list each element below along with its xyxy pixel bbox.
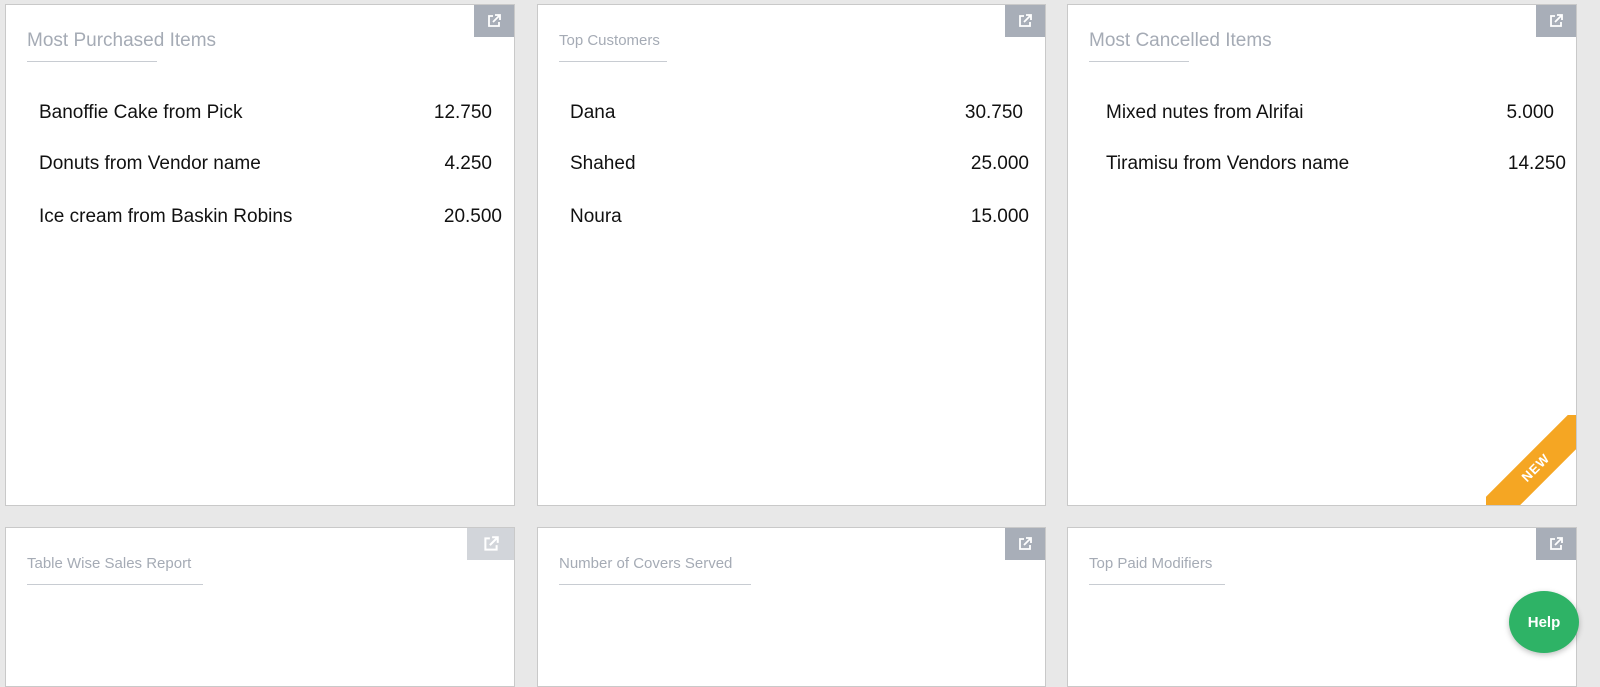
expand-button[interactable] [1536, 5, 1576, 37]
most-cancelled-items-card: Most Cancelled Items Mixed nutes from Al… [1067, 4, 1577, 506]
external-link-icon [1019, 14, 1032, 27]
card-title: Table Wise Sales Report [27, 555, 192, 572]
list-item: Shahed [570, 153, 636, 174]
external-link-icon [1550, 537, 1563, 550]
expand-button[interactable] [1005, 528, 1045, 560]
list-item-value: 14.250 [1507, 153, 1566, 174]
list-item-value: 5.000 [1506, 102, 1554, 123]
list-item-value: 12.750 [433, 102, 492, 123]
expand-button[interactable] [1005, 5, 1045, 37]
title-underline [1089, 61, 1189, 62]
card-title: Most Purchased Items [27, 30, 217, 51]
title-underline [27, 584, 203, 585]
top-customers-card: Top Customers Dana 30.750 Shahed 25.000 … [537, 4, 1046, 506]
table-wise-sales-report-card: Table Wise Sales Report [5, 527, 515, 687]
external-link-icon [488, 14, 501, 27]
list-item: Banoffie Cake from Pick [39, 102, 243, 123]
card-title: Top Customers [559, 32, 660, 49]
list-item-value: 25.000 [970, 153, 1029, 174]
card-title: Most Cancelled Items [1089, 30, 1272, 51]
list-item: Ice cream from Baskin Robins [39, 206, 293, 227]
external-link-icon [483, 536, 499, 551]
card-title: Number of Covers Served [559, 555, 733, 572]
list-item: Noura [570, 206, 622, 227]
title-underline [559, 61, 667, 62]
expand-button[interactable] [1536, 528, 1576, 560]
list-item: Dana [570, 102, 616, 123]
top-paid-modifiers-card: Top Paid Modifiers [1067, 527, 1577, 687]
most-purchased-items-card: Most Purchased Items Banoffie Cake from … [5, 4, 515, 506]
list-item-value: 30.750 [964, 102, 1023, 123]
list-item-value: 15.000 [970, 206, 1029, 227]
card-title: Top Paid Modifiers [1089, 555, 1213, 572]
title-underline [1089, 584, 1225, 585]
new-badge: NEW [1486, 415, 1576, 505]
list-item: Donuts from Vendor name [39, 153, 261, 174]
expand-button[interactable] [467, 528, 514, 560]
list-item: Tiramisu from Vendors name [1106, 153, 1350, 174]
title-underline [559, 584, 751, 585]
title-underline [27, 61, 157, 62]
list-item-value: 4.250 [444, 153, 492, 174]
list-item-value: 20.500 [443, 206, 502, 227]
external-link-icon [1019, 537, 1032, 550]
external-link-icon [1550, 14, 1563, 27]
help-button[interactable]: Help [1509, 591, 1579, 653]
number-of-covers-served-card: Number of Covers Served [537, 527, 1046, 687]
list-item: Mixed nutes from Alrifai [1106, 102, 1304, 123]
new-ribbon: NEW [1486, 415, 1576, 505]
expand-button[interactable] [474, 5, 514, 37]
